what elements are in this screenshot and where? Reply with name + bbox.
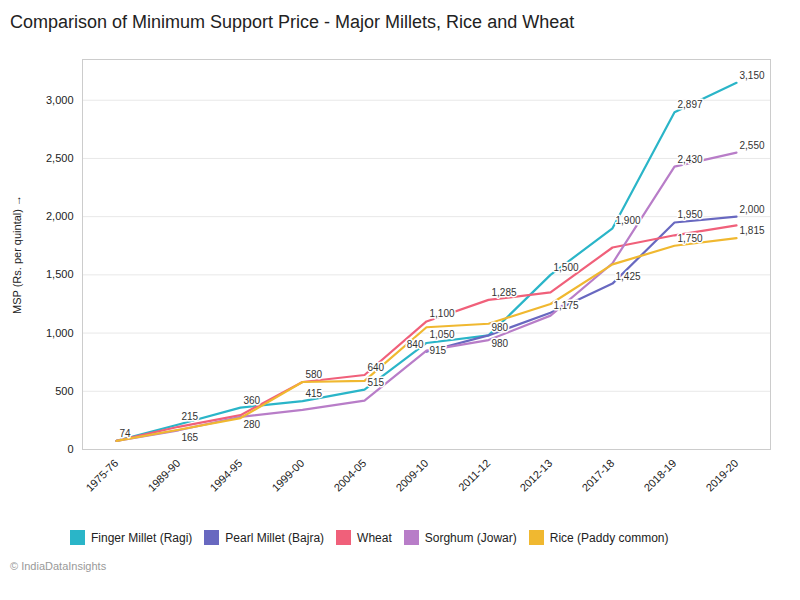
svg-text:74: 74 <box>120 428 132 439</box>
svg-text:2,000: 2,000 <box>46 210 74 222</box>
svg-text:1999-00: 1999-00 <box>269 457 306 494</box>
svg-text:2011-12: 2011-12 <box>456 457 492 493</box>
svg-text:580: 580 <box>306 369 323 380</box>
svg-text:2,550: 2,550 <box>740 140 765 151</box>
svg-text:3,000: 3,000 <box>46 94 74 106</box>
svg-text:1,175: 1,175 <box>554 300 579 311</box>
html-text:Wheat: Wheat <box>357 530 392 545</box>
svg-text:1,050: 1,050 <box>430 329 455 340</box>
svg-text:1,750: 1,750 <box>678 233 703 244</box>
html-text:Sorghum (Jowar): Sorghum (Jowar) <box>424 530 517 545</box>
svg-text:1,815: 1,815 <box>740 225 765 236</box>
svg-text:1,500: 1,500 <box>554 262 579 273</box>
html-text:Pearl Millet (Bajra): Pearl Millet (Bajra) <box>225 530 325 545</box>
svg-text:3,150: 3,150 <box>740 70 765 81</box>
svg-text:1,900: 1,900 <box>616 215 641 226</box>
svg-text:2004-05: 2004-05 <box>331 457 368 494</box>
svg-text:915: 915 <box>430 345 447 356</box>
html-text:Finger Millet (Ragi): Finger Millet (Ragi) <box>91 530 193 545</box>
svg-text:1994-95: 1994-95 <box>207 457 244 494</box>
svg-text:2018-19: 2018-19 <box>641 457 678 494</box>
svg-text:2,430: 2,430 <box>678 154 703 165</box>
svg-text:1989-90: 1989-90 <box>145 457 182 494</box>
svg-text:980: 980 <box>492 322 509 333</box>
svg-text:2017-18: 2017-18 <box>579 457 616 494</box>
svg-text:1,000: 1,000 <box>46 327 74 339</box>
svg-text:280: 280 <box>244 419 261 430</box>
html-text:Rice (Paddy common): Rice (Paddy common) <box>549 530 669 545</box>
svg-text:415: 415 <box>306 388 323 399</box>
svg-text:500: 500 <box>55 385 73 397</box>
svg-text:1975-76: 1975-76 <box>83 457 120 494</box>
svg-text:1,285: 1,285 <box>492 287 517 298</box>
svg-text:1,100: 1,100 <box>430 308 455 319</box>
html-text:Comparison of Minimum Support: Comparison of Minimum Support Price - Ma… <box>10 12 575 32</box>
svg-text:2,500: 2,500 <box>46 152 74 164</box>
svg-text:1,500: 1,500 <box>46 268 74 280</box>
svg-text:980: 980 <box>492 338 509 349</box>
svg-text:840: 840 <box>407 339 424 350</box>
svg-text:360: 360 <box>244 395 261 406</box>
svg-text:MSP (Rs. per quintal) →: MSP (Rs. per quintal) → <box>11 195 23 314</box>
svg-text:2012-13: 2012-13 <box>517 457 554 494</box>
svg-text:515: 515 <box>368 377 385 388</box>
svg-text:1,950: 1,950 <box>678 209 703 220</box>
svg-text:165: 165 <box>182 432 199 443</box>
svg-text:1,425: 1,425 <box>616 271 641 282</box>
svg-text:640: 640 <box>368 362 385 373</box>
html-text:© IndiaDataInsights: © IndiaDataInsights <box>10 560 107 572</box>
svg-text:215: 215 <box>182 411 199 422</box>
svg-text:0: 0 <box>67 443 73 455</box>
svg-text:2009-10: 2009-10 <box>393 457 430 494</box>
svg-text:2,000: 2,000 <box>740 204 765 215</box>
svg-text:2,897: 2,897 <box>678 99 703 110</box>
svg-text:2019-20: 2019-20 <box>703 457 740 494</box>
